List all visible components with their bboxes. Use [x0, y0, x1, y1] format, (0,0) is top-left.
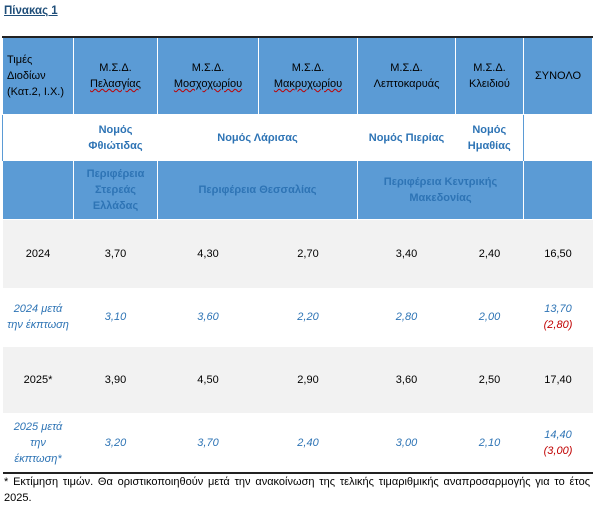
- title: Πίνακας 1: [4, 5, 58, 17]
- header-row: Τιμές Διοδίων (Κατ.2, Ι.Χ.) Μ.Σ.Δ. Πελασγ…: [2, 36, 593, 114]
- header-line: Μ.Σ.Δ.: [473, 61, 506, 74]
- cell: [2, 113, 74, 161]
- row-label: 2025*: [2, 345, 74, 413]
- header-line: Μ.Σ.Δ.: [390, 61, 423, 74]
- total: 13,70: [544, 302, 572, 315]
- row-label: 2024 μετά την έκπτωση: [7, 302, 69, 331]
- value-cell: 2,70: [258, 218, 358, 288]
- footnote: * Εκτίμηση τιμών. Θα οριστικοποιηθούν με…: [4, 476, 590, 504]
- cell: [523, 113, 593, 161]
- value-cell: 2,00: [478, 310, 501, 323]
- value-cell: 3,60: [197, 310, 219, 323]
- header-cell: ΣΥΝΟΛΟ: [523, 36, 593, 114]
- total-cell: 16,50: [523, 218, 593, 288]
- header-cell: Τιμές Διοδίων (Κατ.2, Ι.Χ.): [2, 36, 74, 114]
- cell: [523, 161, 593, 219]
- header-cell: Μ.Σ.Δ. Μοσχοχωρίου: [157, 36, 259, 114]
- value-cell: 3,90: [73, 345, 158, 413]
- value-cell: 3,20: [73, 413, 158, 474]
- total-cell: 17,40: [523, 345, 593, 413]
- discount: (3,00): [543, 444, 573, 457]
- value-cell: 4,30: [157, 218, 259, 288]
- header-line: Κλειδιού: [469, 77, 510, 90]
- value-cell: 2,80: [395, 310, 418, 323]
- total: 14,40: [544, 428, 572, 441]
- region: Περιφέρεια Κεντρικής Μακεδονίας: [357, 161, 524, 219]
- total: 16,50: [544, 247, 572, 260]
- prefecture: Νομός Ημαθίας: [455, 113, 524, 161]
- value-cell: 3,60: [357, 345, 456, 413]
- total-cell: 14,40 (3,00): [523, 413, 593, 474]
- row-label: 2024: [2, 218, 74, 288]
- value-cell: 3,40: [357, 218, 456, 288]
- region-row: Περιφέρεια Στερεάς Ελλάδας Περιφέρεια Θε…: [2, 161, 593, 219]
- value-cell: 2,20: [297, 310, 319, 323]
- header-line: Μ.Σ.Δ.: [291, 61, 325, 74]
- value-cell: 3,00: [357, 413, 456, 474]
- value-cell: 2,90: [258, 345, 358, 413]
- value-cell: 2,40: [258, 413, 358, 474]
- header-cell: Μ.Σ.Δ. Λεπτοκαρυάς: [357, 36, 456, 114]
- region: Περιφέρεια Στερεάς Ελλάδας: [73, 161, 158, 219]
- total: 17,40: [544, 373, 572, 386]
- value-cell: 4,50: [157, 345, 259, 413]
- header-line: Μοσχοχωρίου: [173, 77, 243, 90]
- value-cell: 3,10: [104, 310, 127, 323]
- header-line: Μ.Σ.Δ.: [191, 61, 225, 74]
- value-cell: 2,50: [455, 345, 524, 413]
- prefecture: Νομός Πιερίας: [357, 113, 456, 161]
- data-row: 2024 3,70 4,30 2,70 3,40 2,40 16,50: [2, 218, 593, 288]
- header-line: Λεπτοκαρυάς: [373, 77, 440, 90]
- total-cell: 13,70 (2,80): [524, 288, 593, 346]
- value-cell: 2,40: [455, 218, 524, 288]
- header-line: Πελασγίας: [90, 77, 141, 90]
- value-cell: 3,70: [157, 413, 259, 474]
- header-cell: Μ.Σ.Δ. Κλειδιού: [455, 36, 524, 114]
- value-cell: 2,10: [455, 413, 524, 474]
- data-row: 2025* 3,90 4,50 2,90 3,60 2,50 17,40: [2, 345, 593, 413]
- value-cell: 3,70: [73, 218, 158, 288]
- table: Τιμές Διοδίων (Κατ.2, Ι.Χ.) Μ.Σ.Δ. Πελασγ…: [2, 36, 593, 474]
- data-row: 2024 μετά την έκπτωση 3,10 3,60 2,20 2,80 2,0…: [3, 288, 593, 346]
- region: Περιφέρεια Θεσσαλίας: [157, 161, 358, 219]
- row-label: 2025 μετά την έκπτωση*: [2, 413, 74, 474]
- prefecture: Νομός Φθιώτιδας: [73, 113, 158, 161]
- discount: (2,80): [543, 318, 573, 331]
- cell: [2, 161, 74, 219]
- data-row: 2025 μετά την έκπτωση* 3,20 3,70 2,40 3,00 2,…: [2, 413, 593, 474]
- header-cell: Μ.Σ.Δ. Μακρυχωρίου: [258, 36, 358, 114]
- prefecture-row: Νομός Φθιώτιδας Νομός Λάρισας Νομός Πιερ…: [2, 113, 593, 161]
- prefecture: Νομός Λάρισας: [157, 113, 358, 161]
- header-cell: Μ.Σ.Δ. Πελασγίας: [73, 36, 158, 114]
- header-line: Μ.Σ.Δ.: [99, 61, 132, 74]
- header-line: Μακρυχωρίου: [273, 77, 343, 90]
